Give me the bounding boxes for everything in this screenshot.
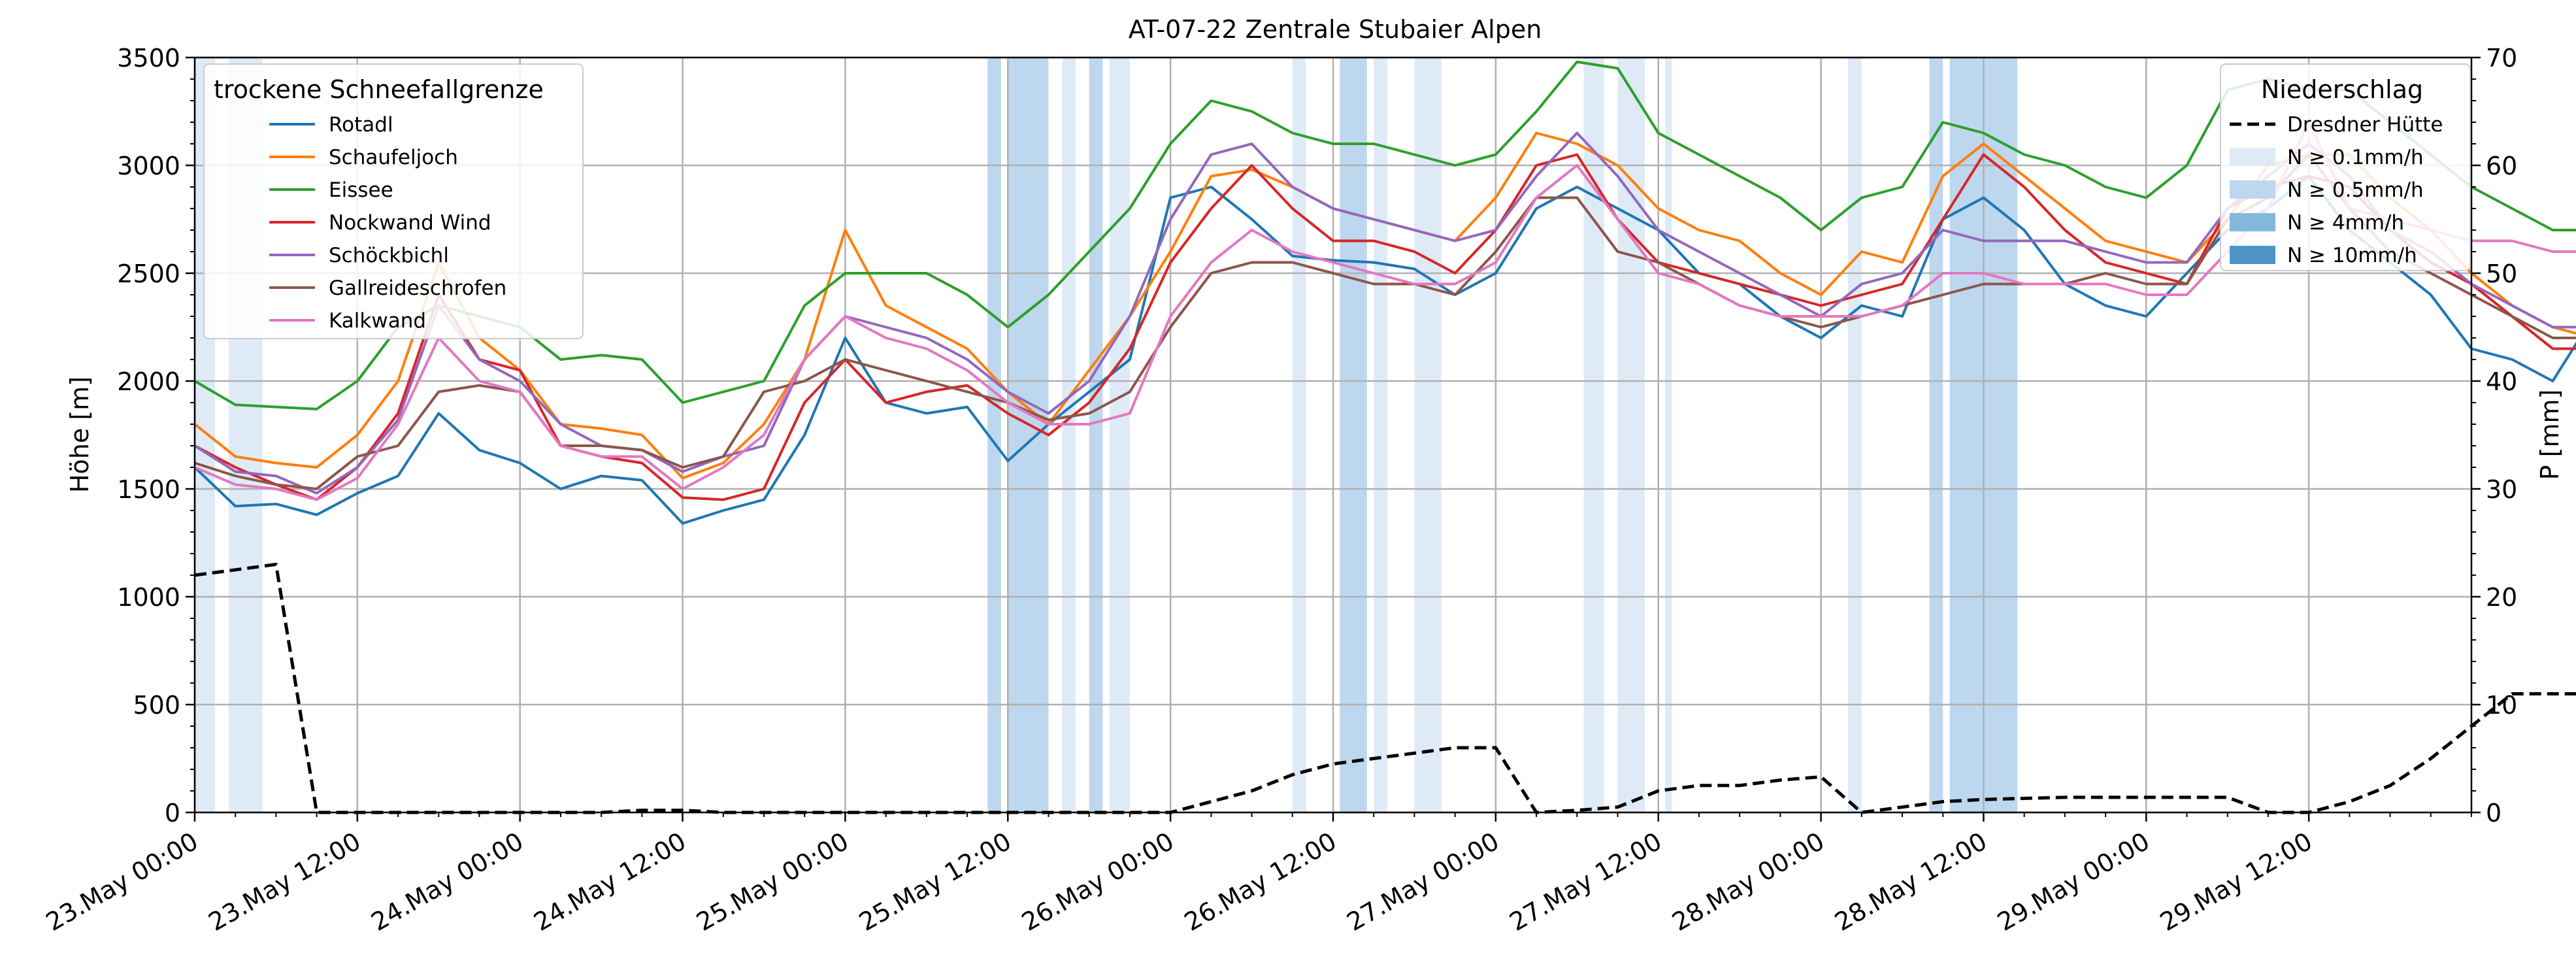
y-tick-label-right: 10: [2486, 691, 2517, 720]
legend-swatch: [2230, 246, 2275, 264]
x-tick-label: 23.May 00:00: [41, 827, 203, 937]
legend-precipitation: Niederschlag Dresdner Hütte N ≥ 0.1mm/h N …: [2220, 63, 2471, 271]
x-tick-label: 25.May 12:00: [854, 827, 1016, 937]
y-tick-label-right: 0: [2486, 799, 2502, 827]
x-tick-label: 28.May 00:00: [1667, 827, 1829, 937]
y-axis-label-left: Höhe [m]: [65, 376, 94, 493]
legend-label: N ≥ 4mm/h: [2287, 211, 2404, 235]
legend-swatch: [2230, 148, 2275, 166]
legend-label: Eissee: [329, 178, 393, 202]
legend-title: trockene Schneefallgrenze: [214, 75, 544, 104]
x-tick-label: 29.May 12:00: [2155, 827, 2317, 937]
x-tick-label: 27.May 12:00: [1505, 827, 1667, 937]
precip-band: [1109, 58, 1130, 812]
x-tick-label: 28.May 12:00: [1830, 827, 1992, 937]
x-tick-label: 24.May 12:00: [529, 827, 691, 937]
y-tick-label-right: 70: [2486, 44, 2517, 73]
x-tick-label: 26.May 00:00: [1017, 827, 1179, 937]
legend-label: Nockwand Wind: [329, 211, 491, 235]
legend-swatch: [2230, 180, 2275, 199]
precip-band: [1089, 58, 1103, 812]
y-tick-label-left: 1000: [117, 583, 180, 612]
legend-label: Schaufeljoch: [329, 146, 458, 169]
y-tick-label-right: 60: [2486, 152, 2517, 180]
legend-box: [203, 63, 584, 339]
legend-label: N ≥ 10mm/h: [2287, 244, 2417, 267]
legend-title: Niederschlag: [2261, 75, 2423, 104]
y-tick-label-left: 500: [133, 691, 180, 720]
y-tick-label-left: 2000: [117, 367, 180, 396]
precip-band: [1292, 58, 1306, 812]
y-tick-label-right: 20: [2486, 583, 2517, 612]
legend-label: Rotadl: [329, 113, 393, 137]
x-tick-label: 23.May 12:00: [204, 827, 366, 937]
y-tick-label-left: 3500: [117, 44, 180, 73]
y-tick-label-right: 30: [2486, 475, 2517, 504]
precip-band: [1665, 58, 1672, 812]
y-axis-label-right: P [mm]: [2535, 390, 2564, 480]
legend-box: [2220, 63, 2471, 271]
y-tick-label-left: 0: [165, 799, 180, 827]
legend-label: Kalkwand: [329, 309, 426, 333]
legend-label: N ≥ 0.1mm/h: [2287, 146, 2424, 169]
x-tick-label: 25.May 00:00: [691, 827, 853, 937]
legend-label: Schöckbichl: [329, 244, 449, 267]
precip-band: [1848, 58, 1862, 812]
precip-band: [1008, 58, 1049, 812]
x-tick-label: 27.May 00:00: [1342, 827, 1504, 937]
x-tick-label: 24.May 00:00: [367, 827, 529, 937]
precip-band: [1374, 58, 1387, 812]
precip-band: [1929, 58, 1943, 812]
y-tick-label-right: 40: [2486, 367, 2517, 396]
x-tick-label: 29.May 00:00: [1992, 827, 2155, 937]
legend-snowline: trockene Schneefallgrenze Rotadl Schaufel…: [203, 63, 584, 339]
precip-band: [1062, 58, 1076, 812]
legend-label: Dresdner Hütte: [2287, 113, 2443, 137]
legend-label: N ≥ 0.5mm/h: [2287, 178, 2424, 202]
y-tick-label-left: 1500: [117, 475, 180, 504]
y-tick-label-left: 2500: [117, 259, 180, 288]
chart-title: AT-07-22 Zentrale Stubaier Alpen: [1129, 15, 1542, 44]
precip-band: [1414, 58, 1442, 812]
legend-swatch: [2230, 213, 2275, 231]
y-tick-label-left: 3000: [117, 152, 180, 180]
precip-band: [1340, 58, 1367, 812]
legend-label: Gallreideschrofen: [329, 276, 506, 300]
precip-band: [987, 58, 1001, 812]
x-tick-label: 26.May 12:00: [1180, 827, 1342, 937]
y-tick-label-right: 50: [2486, 259, 2517, 288]
